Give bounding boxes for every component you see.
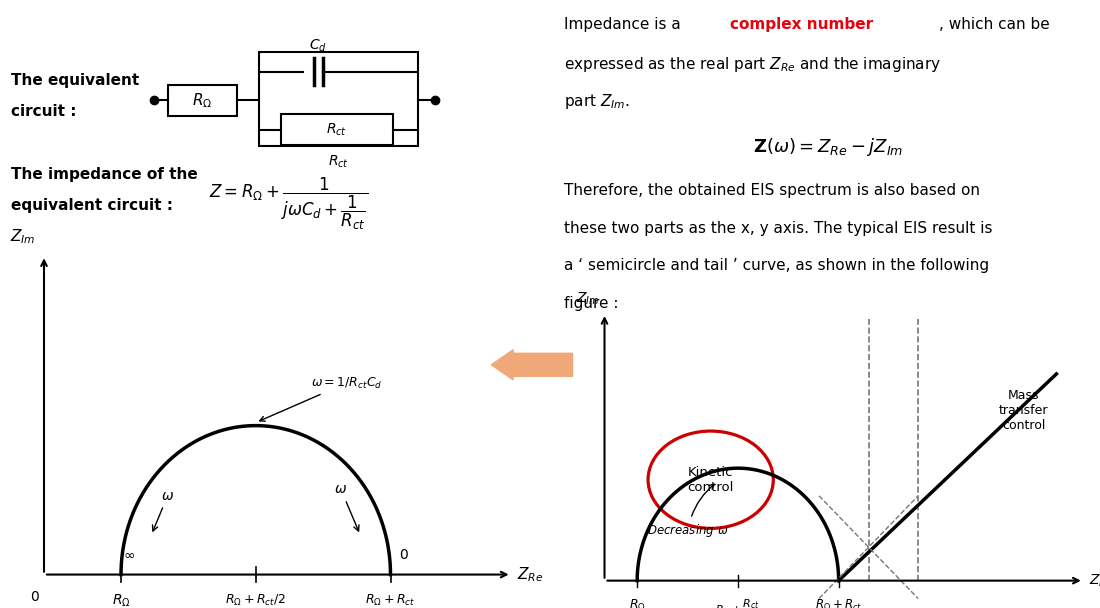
- Text: 0: 0: [30, 590, 38, 604]
- Text: circuit :: circuit :: [11, 103, 77, 119]
- Text: $Z_{Im}$: $Z_{Im}$: [575, 291, 600, 307]
- Text: $R_{ct}$: $R_{ct}$: [327, 122, 348, 137]
- Text: $Z = R_{\Omega} + \dfrac{1}{j\omega C_d + \dfrac{1}{R_{ct}}}$: $Z = R_{\Omega} + \dfrac{1}{j\omega C_d …: [209, 176, 368, 232]
- Text: $R_{\Omega}$: $R_{\Omega}$: [192, 91, 212, 109]
- Text: Therefore, the obtained EIS spectrum is also based on: Therefore, the obtained EIS spectrum is …: [563, 183, 980, 198]
- Text: $\omega=1/R_{ct}C_d$: $\omega=1/R_{ct}C_d$: [260, 376, 383, 421]
- Text: $R_{\Omega}$: $R_{\Omega}$: [112, 593, 130, 608]
- Text: equivalent circuit :: equivalent circuit :: [11, 198, 173, 213]
- Text: $\mathbf{Z}(\omega) = Z_{Re} - jZ_{Im}$: $\mathbf{Z}(\omega) = Z_{Re} - jZ_{Im}$: [752, 136, 903, 157]
- Text: these two parts as the x, y axis. The typical EIS result is: these two parts as the x, y axis. The ty…: [563, 221, 992, 235]
- Text: The equivalent: The equivalent: [11, 73, 140, 88]
- Bar: [258, 52, 418, 146]
- Text: a ‘ semicircle and tail ’ curve, as shown in the following: a ‘ semicircle and tail ’ curve, as show…: [563, 258, 989, 273]
- Text: $Z_{Re}$: $Z_{Re}$: [517, 565, 543, 584]
- Text: Impedance is a: Impedance is a: [563, 17, 685, 32]
- Text: $\omega$: $\omega$: [334, 482, 359, 531]
- Text: $R_{\Omega}+R_{ct}$: $R_{\Omega}+R_{ct}$: [365, 593, 416, 608]
- Bar: [280, 114, 394, 145]
- Text: $\infty$: $\infty$: [123, 548, 135, 562]
- Text: $R_{ct}$: $R_{ct}$: [328, 153, 349, 170]
- Text: expressed as the real part $Z_{Re}$ and the imaginary: expressed as the real part $Z_{Re}$ and …: [563, 55, 940, 74]
- Text: , which can be: , which can be: [939, 17, 1050, 32]
- Text: $R_{\Omega}+R_{ct}$: $R_{\Omega}+R_{ct}$: [815, 598, 862, 608]
- Text: figure :: figure :: [563, 296, 618, 311]
- Text: $C_d$: $C_d$: [309, 37, 328, 54]
- Text: complex number: complex number: [729, 17, 873, 32]
- Text: $R_{\Omega}+R_{ct}/2$: $R_{\Omega}+R_{ct}/2$: [226, 593, 286, 608]
- Text: Decreasing $\omega$: Decreasing $\omega$: [647, 485, 728, 539]
- Text: $Z_{Im}$: $Z_{Im}$: [10, 227, 35, 246]
- Text: $Z_{Re}$: $Z_{Re}$: [1089, 573, 1100, 589]
- Bar: [167, 85, 236, 116]
- FancyArrow shape: [492, 350, 572, 380]
- Text: The impedance of the: The impedance of the: [11, 167, 198, 182]
- Text: $\omega$: $\omega$: [153, 488, 174, 531]
- Text: part $Z_{Im}$.: part $Z_{Im}$.: [563, 92, 629, 111]
- Text: $R_{\Omega}+\dfrac{R_{ct}}{2}$: $R_{\Omega}+\dfrac{R_{ct}}{2}$: [715, 598, 760, 608]
- Text: $R_{\Omega}$: $R_{\Omega}$: [629, 598, 646, 608]
- Text: $0$: $0$: [398, 548, 408, 562]
- Text: Kinetic
control: Kinetic control: [688, 466, 734, 494]
- Text: Mass
transfer
control: Mass transfer control: [999, 389, 1048, 432]
